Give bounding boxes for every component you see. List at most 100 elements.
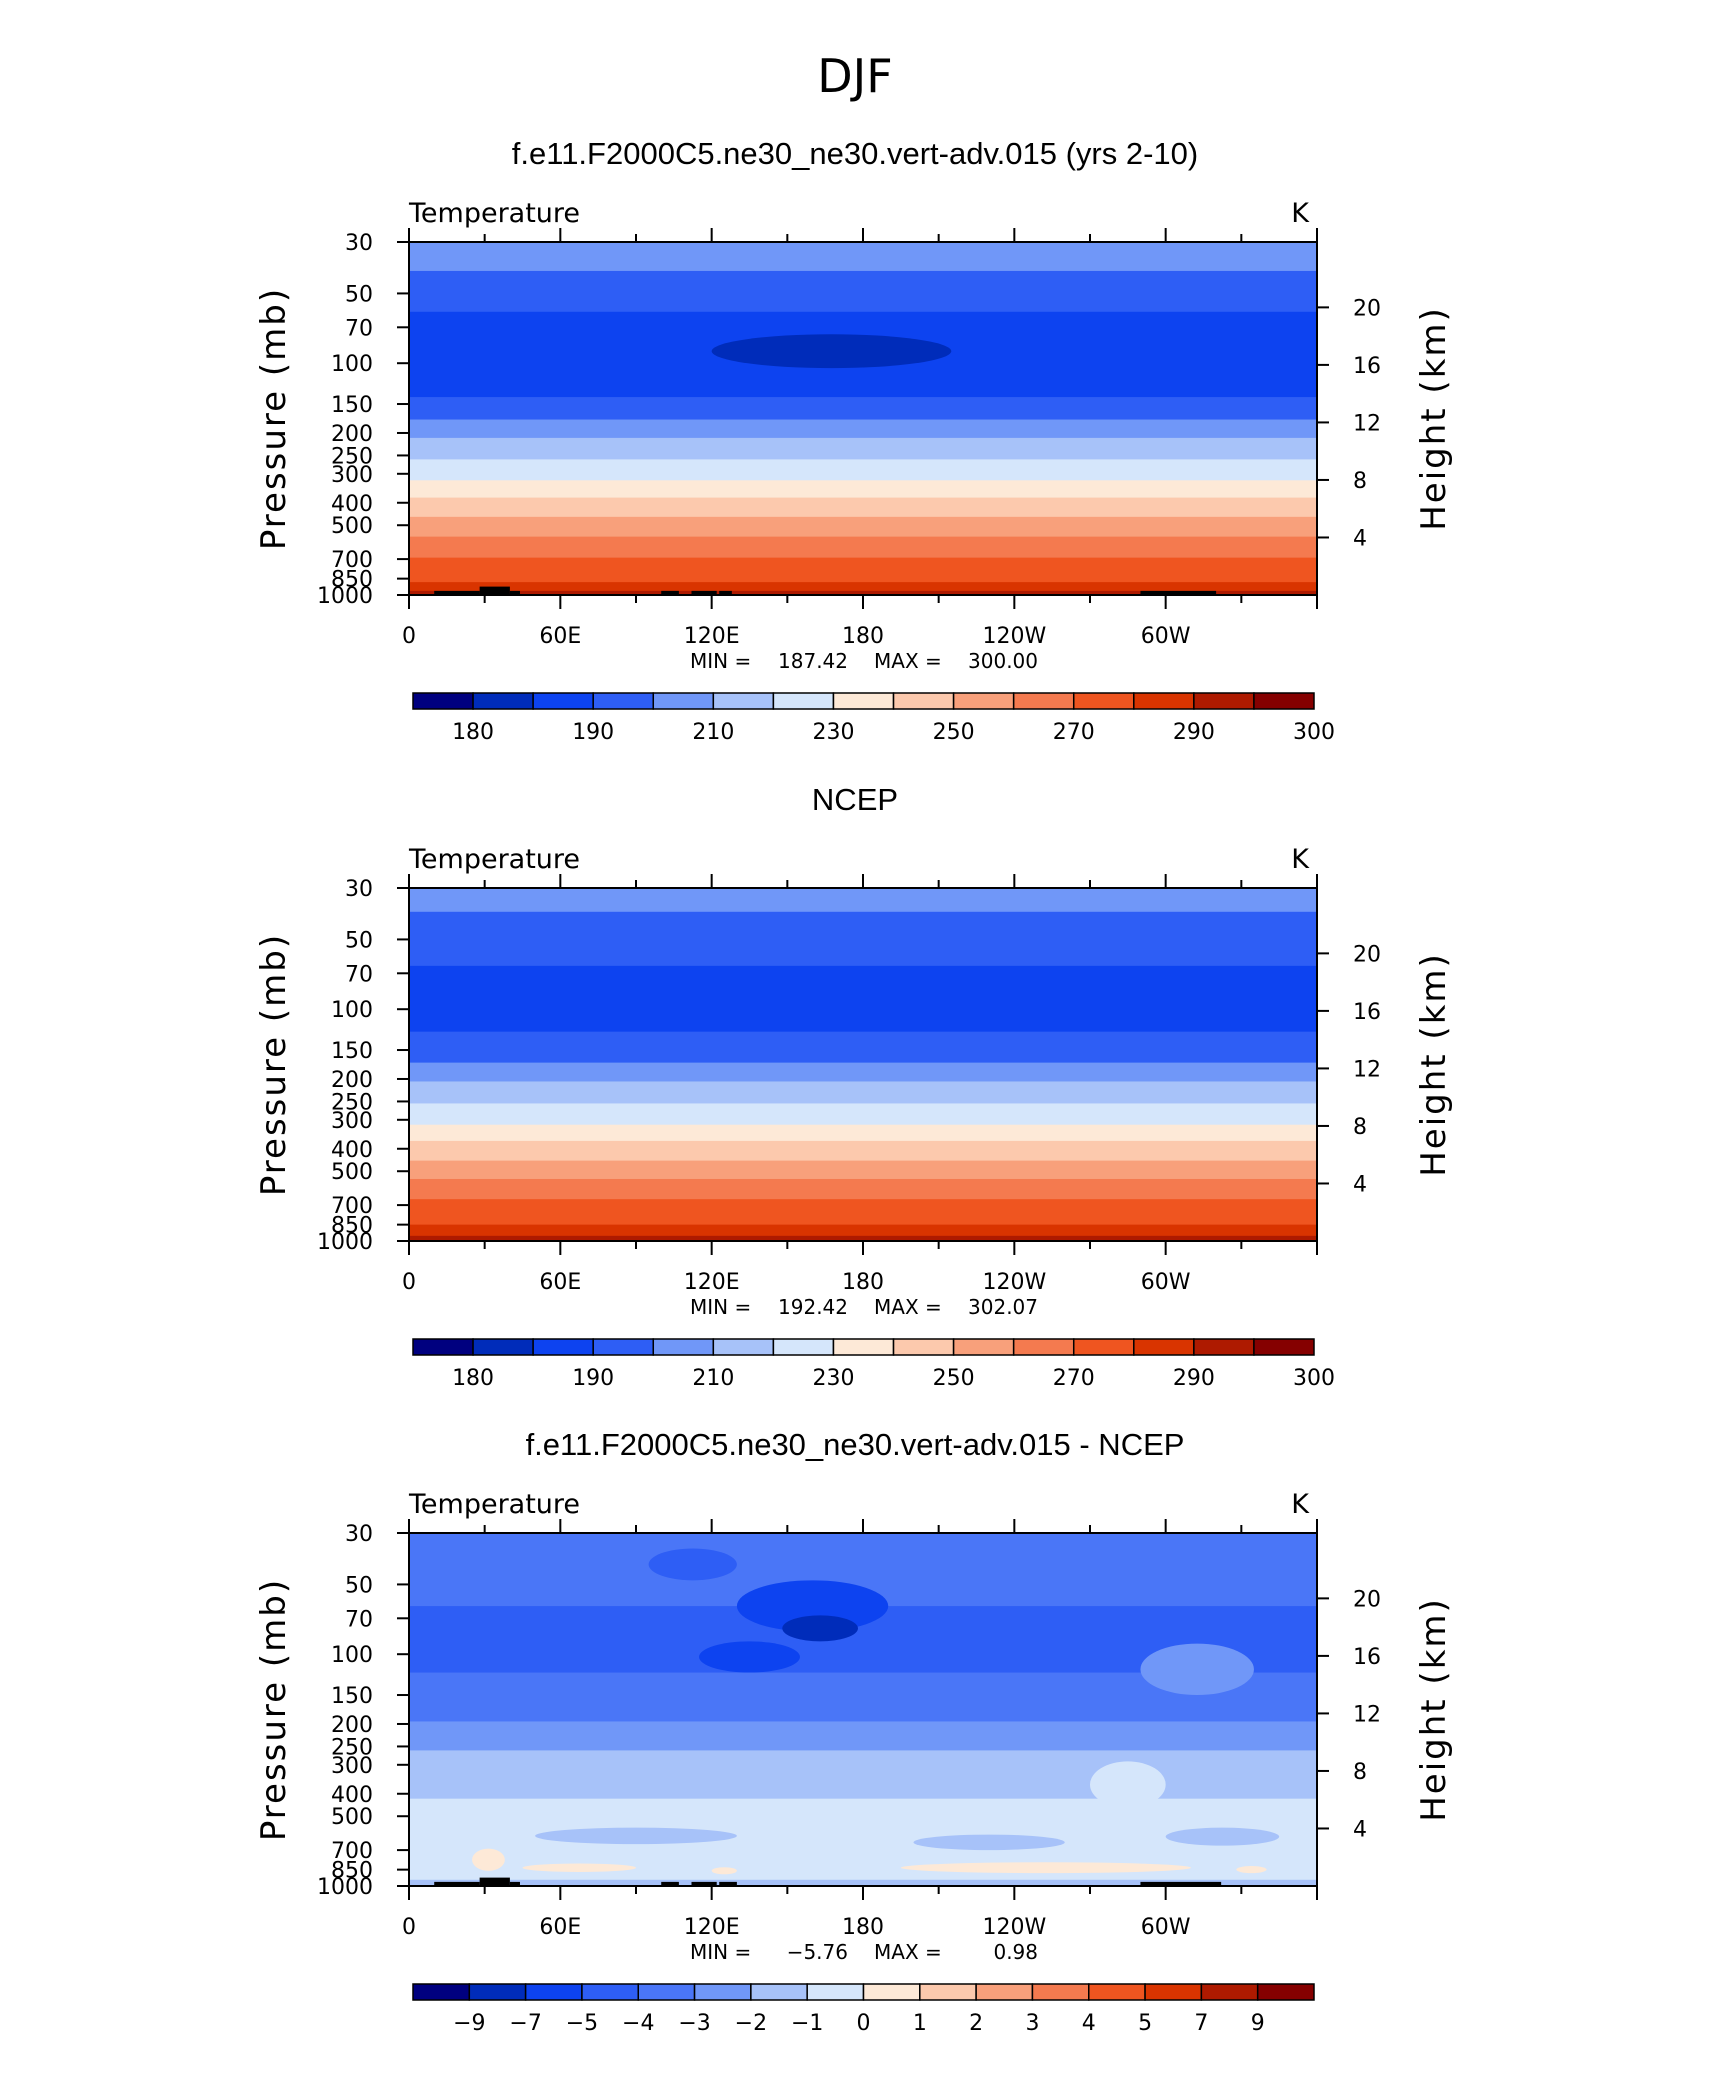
terrain-mask xyxy=(509,1881,520,1886)
colorbar-label: 4 xyxy=(1082,2011,1096,2036)
colorbar-label: −5 xyxy=(566,2011,598,2036)
x-tick-label: 120E xyxy=(684,1270,740,1295)
colorbar-box xyxy=(652,692,715,710)
colorbar-label: −9 xyxy=(453,2011,485,2036)
y-tick-label: 100 xyxy=(331,352,373,377)
contour-band xyxy=(409,1879,1317,1886)
colorbar-box xyxy=(952,692,1015,710)
x-tick-label: 120W xyxy=(982,1915,1046,1940)
colorbar-box xyxy=(712,1338,775,1356)
y-tick-label: 300 xyxy=(331,1754,373,1779)
y-tick-label: 200 xyxy=(331,422,373,447)
y-tick-label: 850 xyxy=(331,1214,373,1239)
y-tick-label: 850 xyxy=(331,1859,373,1884)
contour-anomaly xyxy=(522,1863,636,1872)
colorbar-box xyxy=(1253,1338,1315,1356)
x-tick-label: 180 xyxy=(842,624,884,649)
y-right-tick-label: 20 xyxy=(1353,296,1381,321)
y-right-axis-title: Height (km) xyxy=(1414,952,1454,1177)
colorbar-box xyxy=(1253,692,1315,710)
colorbar-box xyxy=(637,1983,696,2001)
y-tick-label: 200 xyxy=(331,1068,373,1093)
x-tick-label: 60E xyxy=(539,1915,581,1940)
min-label: MIN = xyxy=(690,1295,751,1319)
x-tick-label: 60E xyxy=(539,624,581,649)
colorbar-box xyxy=(412,1338,474,1356)
contour-band xyxy=(409,1103,1317,1126)
min-value: −5.76 xyxy=(787,1940,848,1964)
y-tick-label: 300 xyxy=(331,463,373,488)
contour-band xyxy=(409,437,1317,460)
colorbar-box xyxy=(472,692,534,710)
colorbar-label: 5 xyxy=(1138,2011,1152,2036)
colorbar-label: 250 xyxy=(933,1366,975,1391)
contour-band xyxy=(409,888,1317,913)
colorbar-box xyxy=(652,1338,715,1356)
colorbar-label: 210 xyxy=(692,1366,734,1391)
y-right-tick-label: 16 xyxy=(1353,354,1381,379)
colorbar-label: 190 xyxy=(572,720,614,745)
y-tick-label: 100 xyxy=(331,1643,373,1668)
y-tick-label: 150 xyxy=(331,393,373,418)
colorbar-label: 290 xyxy=(1173,1366,1215,1391)
max-value: 302.07 xyxy=(968,1295,1038,1319)
y-tick-label: 1000 xyxy=(317,584,373,609)
x-tick-label: 120E xyxy=(684,624,740,649)
y-tick-label: 400 xyxy=(331,1783,373,1808)
colorbar-label: 9 xyxy=(1251,2011,1265,2036)
y-tick-label: 250 xyxy=(331,1735,373,1760)
colorbar-box xyxy=(772,1338,835,1356)
x-tick-label: 60W xyxy=(1141,624,1191,649)
contour-anomaly xyxy=(900,1862,1191,1874)
y-right-tick-label: 8 xyxy=(1353,1760,1367,1785)
max-value: 0.98 xyxy=(993,1940,1038,1964)
contour-band xyxy=(409,911,1317,967)
contour-band xyxy=(409,480,1317,499)
y-right-tick-label: 8 xyxy=(1353,469,1367,494)
contour-band xyxy=(409,419,1317,439)
contour-band xyxy=(409,1235,1317,1241)
colorbar-box xyxy=(832,692,895,710)
y-tick-label: 50 xyxy=(345,282,373,307)
colorbar-box xyxy=(1072,1338,1135,1356)
y-tick-label: 70 xyxy=(345,1607,373,1632)
y-tick-label: 500 xyxy=(331,1805,373,1830)
contour-anomaly xyxy=(736,1580,889,1632)
colorbar-box xyxy=(592,692,655,710)
y-right-tick-label: 4 xyxy=(1353,1172,1367,1197)
colorbar-box xyxy=(412,692,474,710)
y-tick-label: 70 xyxy=(345,316,373,341)
contour-band xyxy=(409,1224,1317,1237)
contour-band xyxy=(409,1031,1317,1064)
y-tick-label: 1000 xyxy=(317,1230,373,1255)
figure-title: DJF xyxy=(817,49,892,103)
contour-band xyxy=(409,557,1317,583)
colorbar-label: 210 xyxy=(692,720,734,745)
y-right-tick-label: 4 xyxy=(1353,1817,1367,1842)
y-tick-label: 400 xyxy=(331,492,373,517)
min-label: MIN = xyxy=(690,649,751,673)
colorbar-box xyxy=(772,692,835,710)
colorbar-box xyxy=(1088,1983,1146,2001)
y-tick-label: 150 xyxy=(331,1684,373,1709)
y-right-tick-label: 4 xyxy=(1353,526,1367,551)
contour-band xyxy=(409,1140,1317,1162)
min-value: 192.42 xyxy=(778,1295,848,1319)
y-tick-label: 700 xyxy=(331,1194,373,1219)
y-tick-label: 50 xyxy=(345,928,373,953)
y-tick-label: 700 xyxy=(331,1839,373,1864)
colorbar-box xyxy=(412,1983,471,2001)
contour-anomaly xyxy=(1140,1643,1254,1696)
colorbar-label: 230 xyxy=(812,1366,854,1391)
units-label: K xyxy=(1291,1489,1310,1520)
colorbar-label: 3 xyxy=(1025,2011,1039,2036)
terrain-mask xyxy=(434,590,480,595)
variable-label: Temperature xyxy=(408,1489,580,1520)
panel-1: f.e11.F2000C5.ne30_ne30.vert-adv.015 (yr… xyxy=(254,136,1454,745)
y-right-tick-label: 8 xyxy=(1353,1115,1367,1140)
y-tick-label: 100 xyxy=(331,998,373,1023)
contour-band xyxy=(409,1721,1317,1751)
colorbar-box xyxy=(1193,692,1255,710)
max-value: 300.00 xyxy=(968,649,1038,673)
colorbar-box xyxy=(1012,1338,1075,1356)
